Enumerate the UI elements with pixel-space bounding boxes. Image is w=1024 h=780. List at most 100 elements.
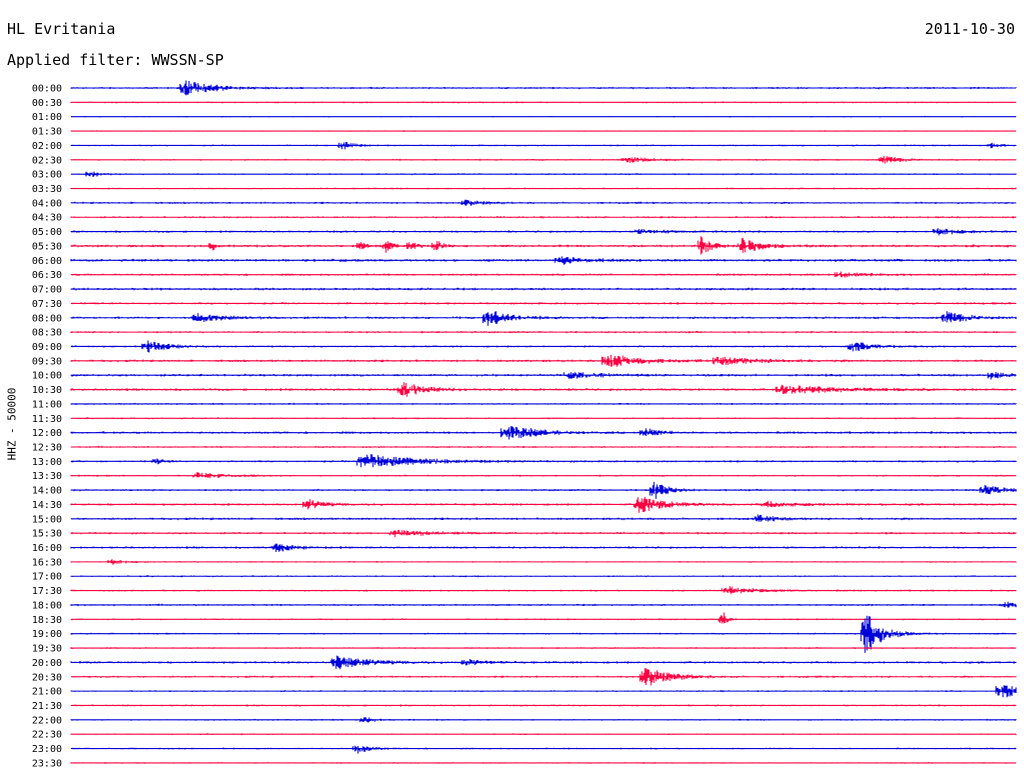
row-label-1730: 17:30 bbox=[32, 586, 62, 597]
trace-0830 bbox=[70, 330, 1017, 334]
row-label-1330: 13:30 bbox=[32, 471, 62, 482]
row-label-0400: 04:00 bbox=[32, 198, 62, 209]
row-label-0130: 01:30 bbox=[32, 127, 62, 138]
trace-1430 bbox=[70, 496, 1017, 513]
trace-2300 bbox=[70, 745, 1017, 754]
trace-0500 bbox=[70, 228, 1017, 236]
row-label-0700: 07:00 bbox=[32, 285, 62, 296]
trace-0230 bbox=[70, 156, 1017, 164]
trace-0630 bbox=[70, 271, 1017, 278]
trace-2130 bbox=[70, 704, 1017, 707]
trace-1900 bbox=[70, 615, 1017, 653]
row-label-1830: 18:30 bbox=[32, 615, 62, 626]
trace-0400 bbox=[70, 199, 1017, 206]
row-label-1630: 16:30 bbox=[32, 557, 62, 568]
trace-1630 bbox=[70, 559, 1017, 565]
row-label-0930: 09:30 bbox=[32, 356, 62, 367]
trace-0200 bbox=[70, 142, 1017, 150]
row-label-0330: 03:30 bbox=[32, 184, 62, 195]
row-label-1900: 19:00 bbox=[32, 629, 62, 640]
trace-1730 bbox=[70, 586, 1017, 595]
row-label-0730: 07:30 bbox=[32, 299, 62, 310]
row-label-1930: 19:30 bbox=[32, 644, 62, 655]
trace-2030 bbox=[70, 668, 1017, 686]
row-time-labels: 00:00 00:30 01:00 01:30 02:00 02:30 03:00 03:30… bbox=[32, 84, 62, 770]
trace-0900 bbox=[70, 340, 1017, 353]
trace-2200 bbox=[70, 717, 1017, 723]
trace-1530 bbox=[70, 529, 1017, 538]
row-label-0200: 02:00 bbox=[32, 141, 62, 152]
row-label-2100: 21:00 bbox=[32, 687, 62, 698]
row-label-1130: 11:30 bbox=[32, 414, 62, 425]
row-label-2300: 23:00 bbox=[32, 744, 62, 755]
trace-1000 bbox=[70, 372, 1017, 380]
trace-1400 bbox=[70, 481, 1017, 499]
trace-1300 bbox=[70, 454, 1017, 468]
trace-0600 bbox=[70, 256, 1017, 265]
trace-1130 bbox=[70, 417, 1016, 420]
trace-1030 bbox=[70, 382, 1017, 397]
row-label-2030: 20:30 bbox=[32, 672, 62, 683]
row-label-1100: 11:00 bbox=[32, 399, 62, 410]
seismic-traces bbox=[70, 80, 1017, 764]
row-label-2130: 21:30 bbox=[32, 701, 62, 712]
row-label-0230: 02:30 bbox=[32, 155, 62, 166]
row-label-0500: 05:00 bbox=[32, 227, 62, 238]
row-label-0600: 06:00 bbox=[32, 256, 62, 267]
row-label-1530: 15:30 bbox=[32, 529, 62, 540]
row-label-2330: 23:30 bbox=[32, 758, 62, 769]
row-label-0000: 00:00 bbox=[32, 84, 62, 95]
row-label-2200: 22:00 bbox=[32, 715, 62, 726]
row-label-2230: 22:30 bbox=[32, 730, 62, 741]
trace-0730 bbox=[70, 302, 1017, 305]
trace-0930 bbox=[70, 354, 1017, 367]
row-label-0100: 01:00 bbox=[32, 112, 62, 123]
trace-1330 bbox=[70, 472, 1017, 479]
trace-1100 bbox=[70, 402, 1017, 405]
row-label-2000: 20:00 bbox=[32, 658, 62, 669]
record-date: 2011-10-30 bbox=[924, 20, 1015, 38]
trace-0330 bbox=[70, 187, 1017, 190]
trace-1830 bbox=[70, 612, 1017, 624]
trace-0800 bbox=[70, 311, 1017, 326]
row-label-1300: 13:00 bbox=[32, 457, 62, 468]
row-label-1800: 18:00 bbox=[32, 600, 62, 611]
row-label-0830: 08:30 bbox=[32, 328, 62, 339]
trace-1200 bbox=[70, 426, 1017, 440]
row-label-0430: 04:30 bbox=[32, 213, 62, 224]
row-label-1430: 14:30 bbox=[32, 500, 62, 511]
row-label-0630: 06:30 bbox=[32, 270, 62, 281]
trace-2000 bbox=[70, 655, 1017, 670]
trace-1930 bbox=[70, 647, 1017, 649]
trace-0000 bbox=[70, 80, 1017, 96]
row-label-1230: 12:30 bbox=[32, 443, 62, 454]
trace-0130 bbox=[70, 130, 1017, 132]
row-label-1000: 10:00 bbox=[32, 371, 62, 382]
trace-1500 bbox=[70, 514, 1017, 522]
row-label-0530: 05:30 bbox=[32, 241, 62, 252]
row-label-1500: 15:00 bbox=[32, 514, 62, 525]
row-label-1700: 17:00 bbox=[32, 572, 62, 583]
row-label-0900: 09:00 bbox=[32, 342, 62, 353]
trace-0100 bbox=[70, 115, 1017, 118]
trace-2330 bbox=[70, 762, 1017, 764]
trace-0030 bbox=[70, 101, 1017, 104]
applied-filter-label: Applied filter: WWSSN-SP bbox=[7, 51, 224, 69]
trace-1700 bbox=[70, 575, 1017, 578]
trace-0700 bbox=[70, 287, 1017, 291]
trace-1800 bbox=[70, 601, 1017, 608]
trace-1230 bbox=[70, 445, 1017, 449]
row-label-1400: 14:00 bbox=[32, 486, 62, 497]
row-label-1030: 10:30 bbox=[32, 385, 62, 396]
trace-0530 bbox=[70, 236, 1017, 255]
row-label-0030: 00:30 bbox=[32, 98, 62, 109]
row-label-1200: 12:00 bbox=[32, 428, 62, 439]
row-label-1600: 16:00 bbox=[32, 543, 62, 554]
row-label-0800: 08:00 bbox=[32, 313, 62, 324]
trace-0430 bbox=[70, 216, 1017, 219]
trace-2230 bbox=[70, 733, 1017, 736]
trace-0300 bbox=[70, 171, 1017, 177]
trace-2100 bbox=[70, 685, 1017, 698]
row-label-0300: 03:00 bbox=[32, 170, 62, 181]
